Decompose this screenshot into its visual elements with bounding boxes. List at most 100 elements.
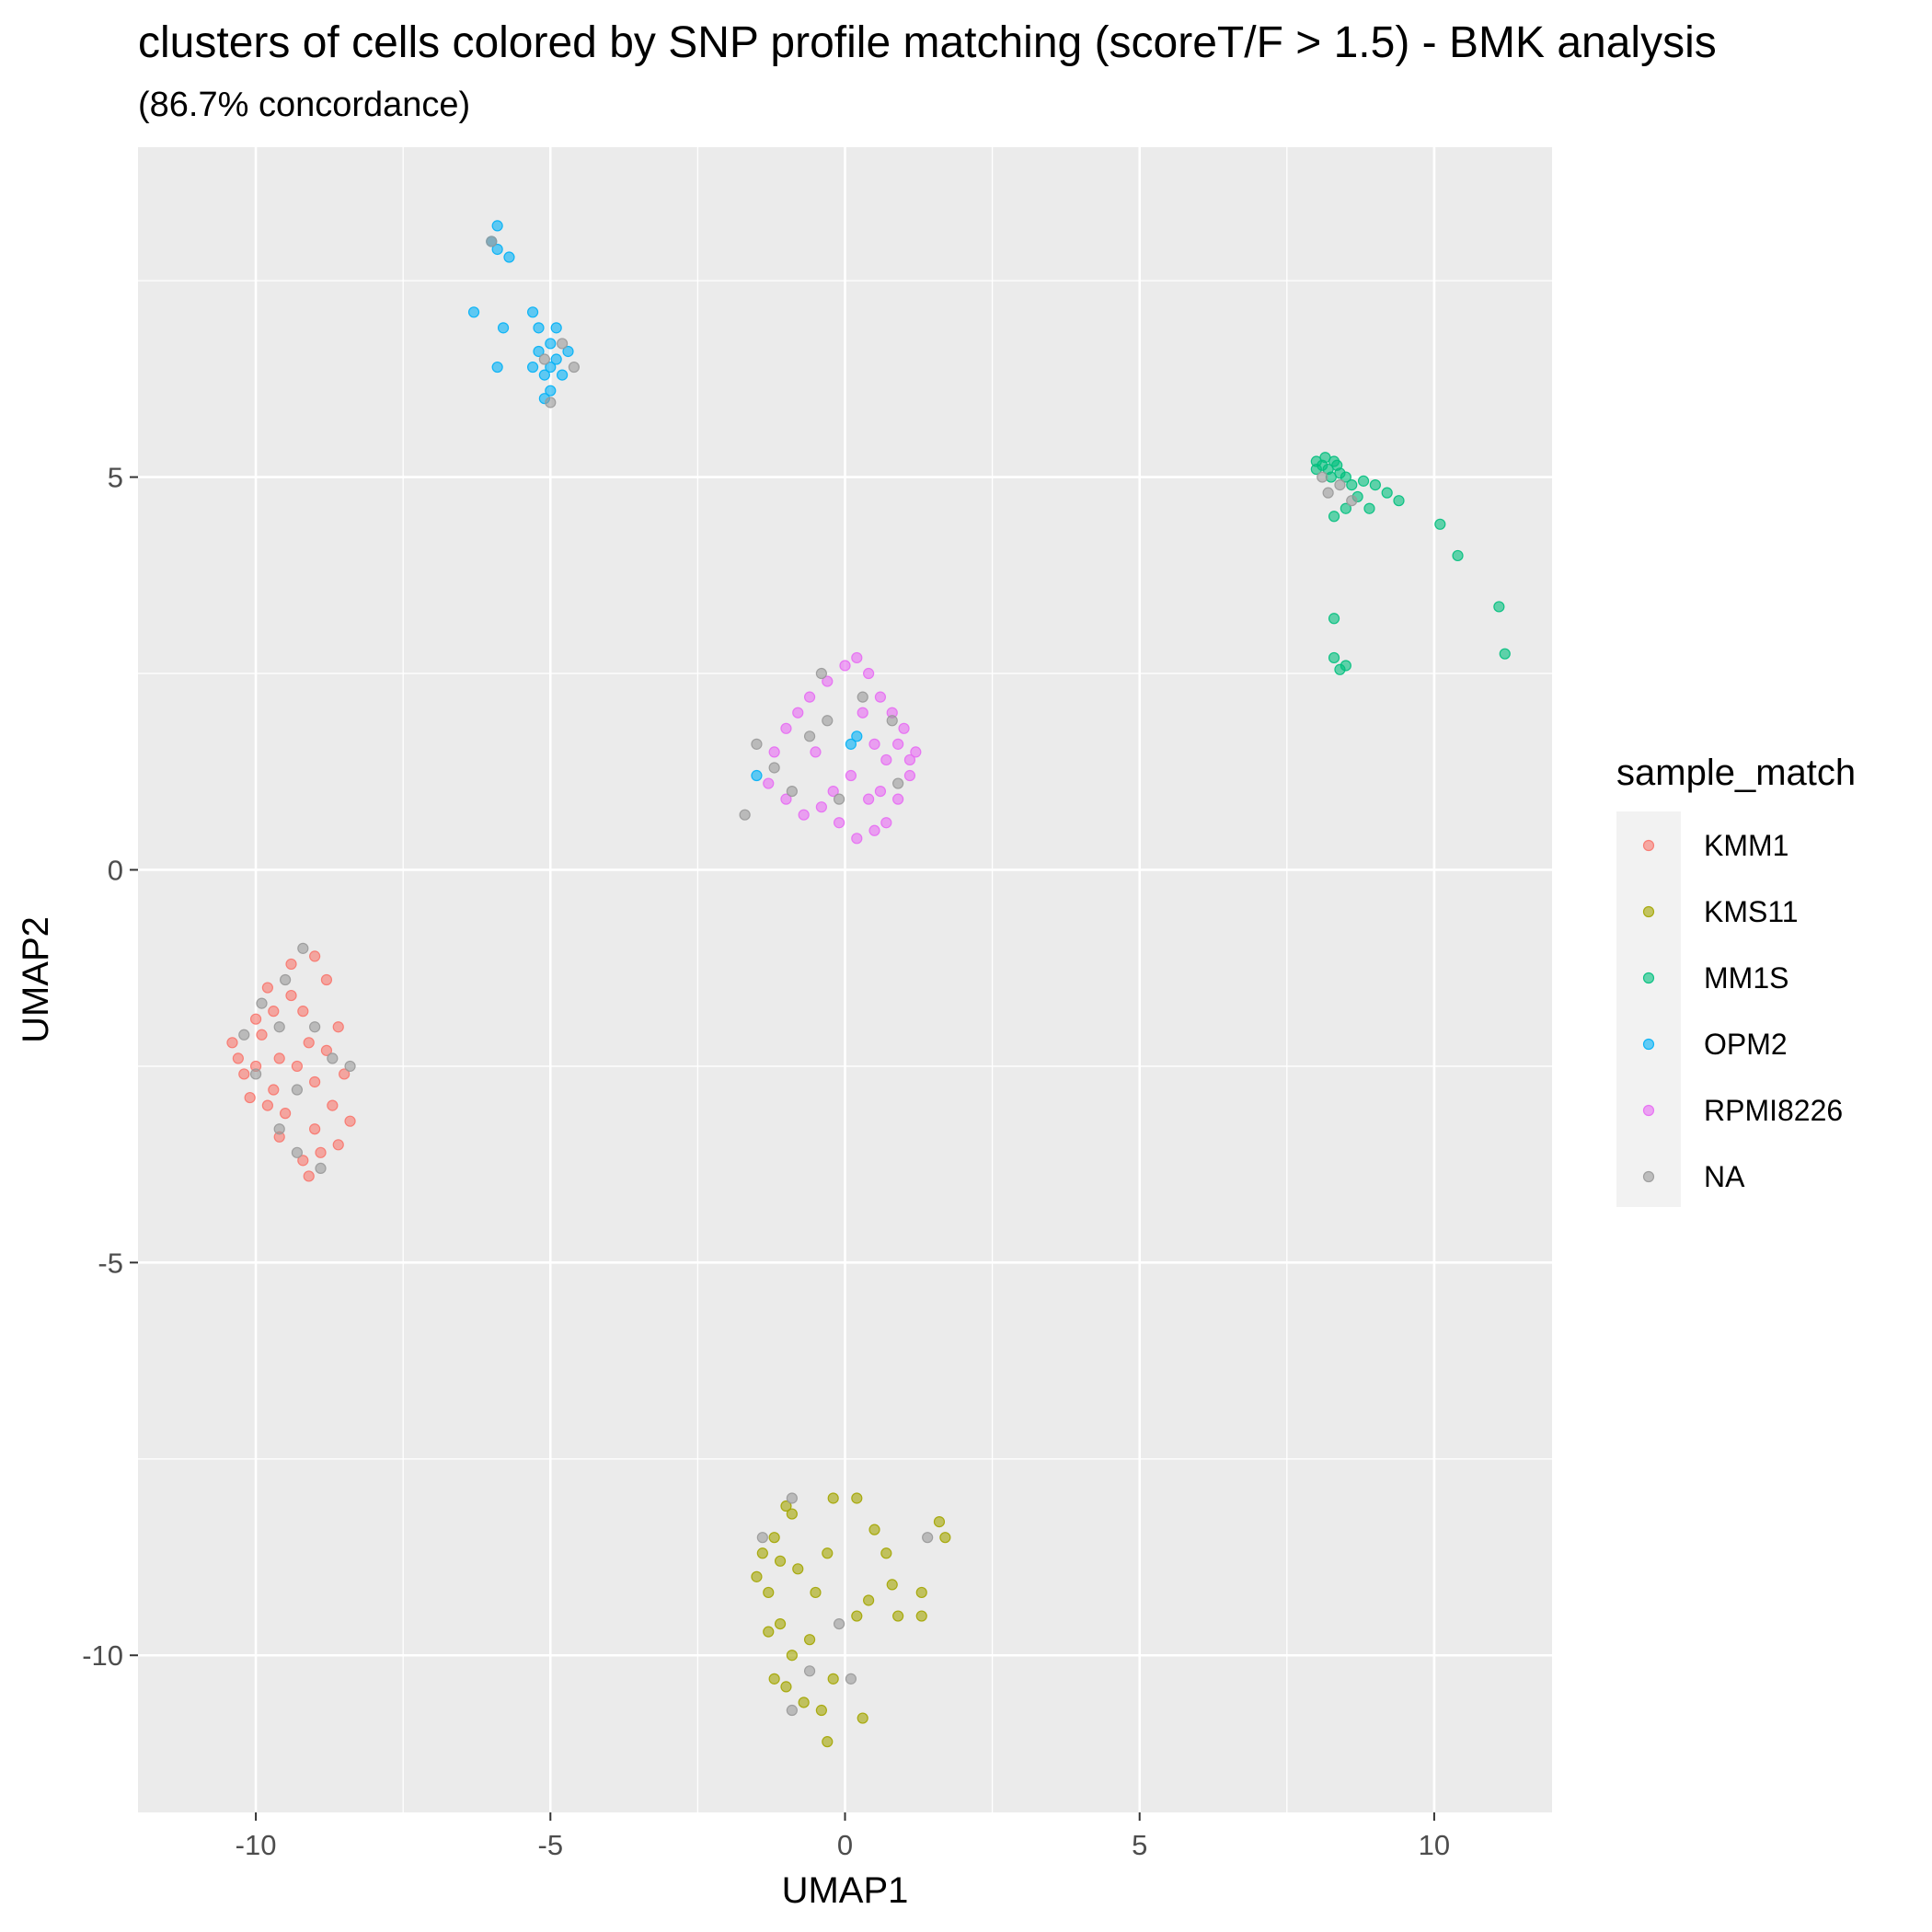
- x-tick-label: -5: [538, 1829, 564, 1861]
- data-point-kmm1: [309, 1123, 321, 1135]
- data-point-na: [739, 809, 751, 821]
- data-point-na: [545, 397, 557, 408]
- data-point-kms11: [768, 1532, 780, 1544]
- data-point-opm2: [533, 322, 545, 334]
- data-point-kmm1: [309, 950, 321, 962]
- data-point-rpmi8226: [874, 691, 887, 703]
- data-point-kms11: [822, 1736, 834, 1748]
- points-layer: [226, 220, 1511, 1748]
- data-point-kmm1: [291, 1060, 304, 1073]
- data-point-kms11: [933, 1516, 946, 1528]
- data-point-kms11: [774, 1555, 787, 1567]
- data-point-rpmi8226: [763, 777, 775, 789]
- data-point-kms11: [751, 1570, 763, 1582]
- data-point-rpmi8226: [833, 817, 845, 829]
- data-point-opm2: [550, 322, 562, 334]
- data-point-kmm1: [315, 1146, 327, 1158]
- data-point-na: [751, 738, 763, 750]
- data-point-kms11: [810, 1586, 822, 1599]
- data-point-na: [857, 691, 868, 703]
- data-point-mm1s: [1331, 459, 1343, 471]
- data-point-opm2: [545, 385, 557, 397]
- data-point-na: [309, 1021, 321, 1033]
- data-point-rpmi8226: [839, 660, 851, 672]
- data-point-kms11: [756, 1547, 768, 1559]
- y-axis-title: UMAP2: [16, 916, 56, 1043]
- data-point-na: [786, 1704, 798, 1717]
- data-point-kmm1: [268, 1006, 280, 1018]
- data-point-kms11: [786, 1650, 798, 1662]
- data-point-rpmi8226: [845, 769, 857, 782]
- data-point-mm1s: [1340, 502, 1351, 514]
- data-point-na: [803, 1665, 816, 1677]
- data-point-mm1s: [1357, 475, 1370, 487]
- data-point-kmm1: [303, 1170, 315, 1182]
- data-point-na: [892, 777, 904, 789]
- data-point-kms11: [857, 1712, 868, 1724]
- legend-key-kmm1: [1642, 839, 1655, 852]
- data-point-opm2: [851, 730, 863, 742]
- legend-title: sample_match: [1616, 753, 1856, 793]
- data-point-na: [273, 1123, 285, 1135]
- x-tick-label: 0: [837, 1829, 853, 1861]
- data-point-na: [1317, 471, 1328, 483]
- data-point-opm2: [845, 738, 857, 750]
- data-point-kmm1: [249, 1013, 262, 1025]
- data-point-kmm1: [297, 1006, 309, 1018]
- data-point-rpmi8226: [868, 738, 880, 750]
- data-point-rpmi8226: [874, 785, 887, 798]
- data-point-na: [822, 715, 834, 727]
- data-point-kmm1: [327, 1099, 339, 1111]
- data-point-rpmi8226: [863, 793, 875, 805]
- data-point-kmm1: [285, 989, 297, 1002]
- data-point-kmm1: [280, 1108, 292, 1120]
- data-point-opm2: [503, 251, 515, 263]
- data-point-rpmi8226: [768, 746, 780, 758]
- data-point-opm2: [497, 322, 510, 334]
- data-point-rpmi8226: [803, 691, 816, 703]
- legend-key-kms11: [1642, 905, 1655, 918]
- data-point-rpmi8226: [792, 707, 804, 719]
- legend-label-mm1s: MM1S: [1704, 961, 1788, 995]
- data-point-opm2: [491, 220, 503, 232]
- legend-label-na: NA: [1704, 1160, 1745, 1193]
- data-point-kmm1: [332, 1139, 344, 1151]
- data-point-na: [249, 1068, 262, 1080]
- data-point-na: [1322, 487, 1334, 499]
- data-point-kms11: [827, 1673, 839, 1685]
- data-point-na: [568, 361, 581, 374]
- data-point-na: [833, 793, 845, 805]
- legend-key-mm1s: [1642, 972, 1655, 984]
- data-point-kms11: [786, 1508, 798, 1520]
- data-point-kms11: [780, 1500, 792, 1512]
- data-point-rpmi8226: [857, 707, 868, 719]
- data-point-na: [922, 1532, 934, 1544]
- data-point-kmm1: [268, 1084, 280, 1096]
- data-point-kms11: [803, 1634, 816, 1646]
- data-point-rpmi8226: [880, 817, 892, 829]
- data-point-na: [486, 236, 498, 247]
- data-point-rpmi8226: [827, 785, 839, 798]
- data-point-mm1s: [1381, 487, 1393, 499]
- data-point-kms11: [868, 1524, 880, 1535]
- data-point-kmm1: [297, 1155, 309, 1167]
- data-point-na: [556, 338, 569, 350]
- data-point-kms11: [798, 1696, 810, 1708]
- data-point-na: [786, 1492, 798, 1504]
- data-point-kmm1: [238, 1068, 250, 1080]
- data-point-na: [886, 715, 898, 727]
- data-point-kmm1: [261, 982, 273, 994]
- data-point-opm2: [562, 345, 574, 358]
- data-point-kmm1: [232, 1052, 244, 1064]
- data-point-kms11: [851, 1492, 863, 1504]
- legend-key-rpmi8226: [1642, 1104, 1655, 1117]
- data-point-rpmi8226: [868, 824, 880, 836]
- data-point-rpmi8226: [851, 833, 863, 845]
- data-point-kmm1: [339, 1068, 351, 1080]
- data-point-na: [291, 1084, 304, 1096]
- data-point-kms11: [768, 1673, 780, 1685]
- data-point-na: [768, 762, 780, 774]
- data-point-rpmi8226: [903, 769, 916, 782]
- data-point-rpmi8226: [815, 801, 827, 813]
